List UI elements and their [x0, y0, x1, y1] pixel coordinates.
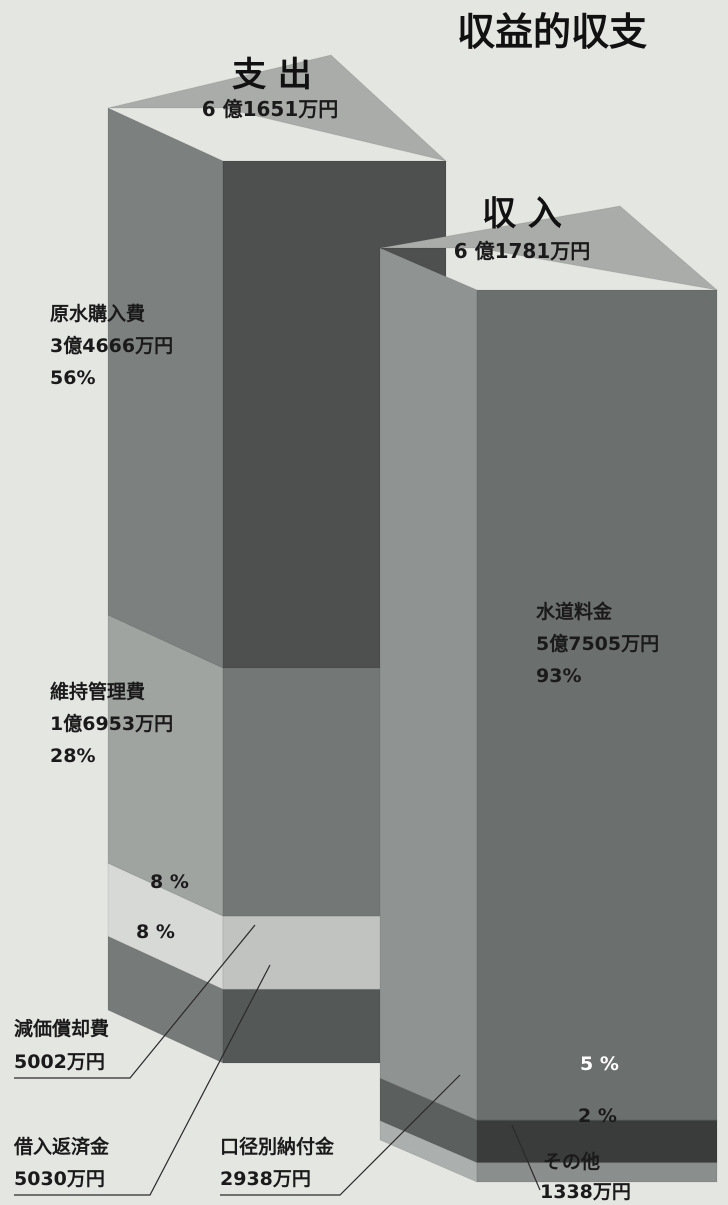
depreciation-label: 減価償却費 [14, 1017, 109, 1040]
water-charge-pct: 93% [536, 665, 581, 687]
depreciation-pct: 8 % [150, 871, 189, 893]
other-label: その他 [543, 1150, 600, 1173]
loan-repayment-label: 借入返済金 [13, 1135, 110, 1158]
loan-repayment-amount: 5030万円 [14, 1168, 105, 1190]
water-charge-label: 水道料金 [536, 600, 613, 623]
loan-repayment-pct: 8 % [136, 921, 175, 943]
maintenance-pct: 28% [50, 745, 95, 767]
income-column [379, 205, 719, 1183]
seg-income-2-front [476, 1162, 718, 1183]
income-total: 6 億1781万円 [454, 239, 591, 263]
leader-depreciation [14, 924, 256, 1079]
raw-water-amount: 3億4666万円 [50, 334, 173, 357]
other-pct: 2 % [578, 1105, 617, 1127]
maintenance-amount: 1億6953万円 [50, 712, 173, 735]
seg-expense-0-side [107, 107, 224, 669]
seg-income-0-front [476, 289, 718, 1121]
raw-water-pct: 56% [50, 367, 95, 389]
diameter-fee-label: 口径別納付金 [220, 1135, 335, 1158]
income-title: 収 入 [482, 194, 562, 234]
maintenance-label: 維持管理費 [50, 680, 145, 703]
depreciation-amount: 5002万円 [14, 1051, 105, 1073]
other-amount: 1338万円 [540, 1181, 631, 1203]
water-charge-amount: 5億7505万円 [536, 632, 659, 655]
expense-title: 支 出 [232, 55, 312, 95]
leader-other [511, 1124, 541, 1191]
leader-diameter-fee [220, 1074, 461, 1196]
chart-title: 収益的収支 [457, 10, 647, 54]
diameter-fee-amount: 2938万円 [220, 1168, 311, 1190]
leader-loan-repayment [14, 964, 271, 1196]
expense-total: 6 億1651万円 [202, 97, 339, 121]
seg-income-0-side [379, 247, 478, 1122]
raw-water-label: 原水購入費 [50, 302, 145, 325]
leader-lines [14, 924, 541, 1196]
diameter-fee-pct: 5 % [580, 1053, 619, 1075]
